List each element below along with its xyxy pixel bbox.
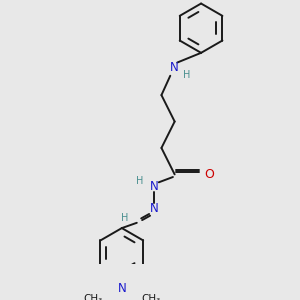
Text: CH₃: CH₃ (83, 294, 102, 300)
Text: CH₃: CH₃ (141, 294, 160, 300)
Text: N: N (150, 202, 159, 215)
Text: N: N (117, 282, 126, 296)
Text: N: N (170, 61, 179, 74)
Text: O: O (205, 168, 214, 181)
Text: H: H (184, 70, 191, 80)
Text: H: H (121, 213, 128, 224)
Text: N: N (150, 180, 159, 193)
Text: H: H (136, 176, 144, 185)
